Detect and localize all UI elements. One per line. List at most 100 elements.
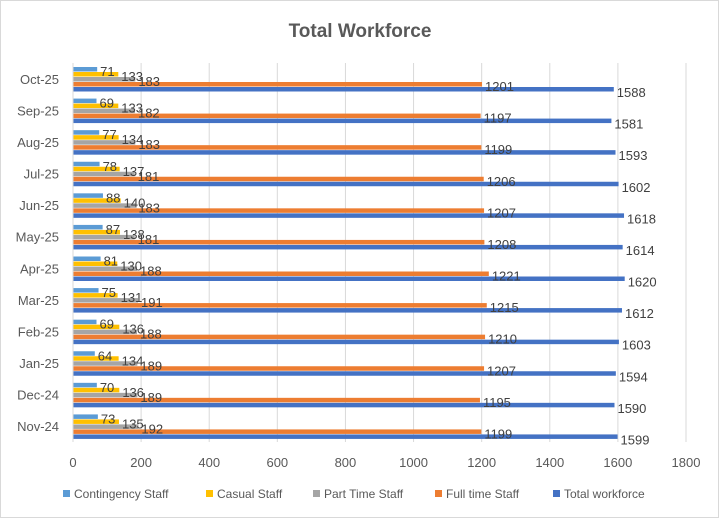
data-label: 1215 [490,300,519,315]
x-tick-label: 1600 [603,455,632,470]
bar-contingency-staff [73,130,100,135]
x-tick-label: 0 [69,455,76,470]
bar-part-time-staff [73,392,138,398]
data-label: 1206 [487,174,516,189]
data-label: 1201 [485,79,514,94]
bar-contingency-staff [73,351,95,356]
legend-label: Part Time Staff [324,487,404,501]
x-tick-label: 1800 [672,455,701,470]
bar-full-time-staff [73,334,486,340]
data-label: 191 [141,295,163,310]
data-label: 1199 [484,142,512,157]
data-label: 188 [140,264,162,279]
data-label: 1602 [622,180,651,195]
bar-full-time-staff [73,82,483,87]
data-label: 1221 [492,269,521,284]
bar-full-time-staff [73,239,485,245]
data-label: 71 [100,64,114,79]
data-label: 133 [121,101,143,116]
data-label: 1612 [625,306,654,321]
y-category-label: Aug-25 [17,135,59,150]
legend-item: Part Time Staff [313,487,404,501]
data-label: 1620 [628,275,657,290]
data-label: 136 [122,385,144,400]
legend-swatch [553,490,560,497]
bar-casual-staff [73,229,120,235]
x-tick-label: 1200 [467,455,496,470]
data-label: 78 [103,159,117,174]
y-category-label: Apr-25 [20,261,59,276]
bar-casual-staff [73,419,119,424]
legend-swatch [63,490,70,497]
data-label: 64 [98,348,112,363]
data-label: 181 [138,169,160,184]
data-label: 134 [122,353,144,368]
y-category-label: Jul-25 [24,167,59,182]
bar-contingency-staff [73,382,97,388]
y-category-label: Nov-24 [17,419,59,434]
bar-part-time-staff [73,77,136,82]
data-label: 1199 [484,426,512,441]
bar-total-workforce [73,434,618,439]
bar-total-workforce [73,181,619,187]
data-label: 69 [99,317,113,332]
bar-total-workforce [73,339,619,345]
legend-label: Casual Staff [217,487,283,501]
bar-total-workforce [73,371,616,376]
bar-casual-staff [73,72,119,77]
data-label: 1594 [619,369,648,384]
bar-contingency-staff [73,224,103,230]
data-label: 73 [101,411,115,426]
data-label: 88 [106,190,120,205]
data-label: 1207 [487,363,516,378]
bar-total-workforce [73,276,625,281]
data-label: 134 [122,132,144,147]
legend-swatch [313,490,320,497]
y-category-label: Jan-25 [19,356,59,371]
x-tick-label: 1000 [399,455,428,470]
legend-swatch [435,490,442,497]
legend-swatch [206,490,213,497]
bar-total-workforce [73,118,612,124]
y-category-label: Oct-25 [20,72,59,87]
bar-full-time-staff [73,208,485,213]
bar-full-time-staff [73,429,482,434]
data-label: 189 [140,358,162,373]
legend-item: Contingency Staff [63,487,169,501]
bar-contingency-staff [73,98,97,104]
data-label: 1599 [621,432,650,447]
bar-casual-staff [73,387,120,393]
bar-full-time-staff [73,145,482,150]
legend-label: Contingency Staff [74,487,169,501]
data-label: 133 [121,69,143,84]
bar-part-time-staff [73,234,135,240]
y-category-label: Sep-25 [17,103,59,118]
bar-part-time-staff [73,203,136,208]
x-tick-label: 800 [335,455,357,470]
data-label: 1614 [626,243,655,258]
bar-total-workforce [73,150,616,155]
bar-contingency-staff [73,414,98,419]
data-label: 1197 [484,111,512,126]
bar-full-time-staff [73,397,480,403]
legend-item: Casual Staff [206,487,283,501]
bar-casual-staff [73,198,121,203]
data-label: 189 [140,390,162,405]
data-label: 1603 [622,338,651,353]
bar-part-time-staff [73,171,135,177]
data-label: 81 [104,254,118,269]
y-category-label: Jun-25 [19,198,59,213]
bar-casual-staff [73,356,119,361]
bar-full-time-staff [73,176,484,182]
bar-total-workforce [73,213,625,218]
bar-part-time-staff [73,266,138,271]
data-label: 188 [140,327,162,342]
bar-part-time-staff [73,424,139,429]
y-category-label: Feb-25 [18,324,59,339]
data-label: 131 [121,290,143,305]
bar-contingency-staff [73,319,97,325]
bar-contingency-staff [73,288,99,293]
data-label: 75 [102,285,116,300]
data-label: 183 [138,200,160,215]
